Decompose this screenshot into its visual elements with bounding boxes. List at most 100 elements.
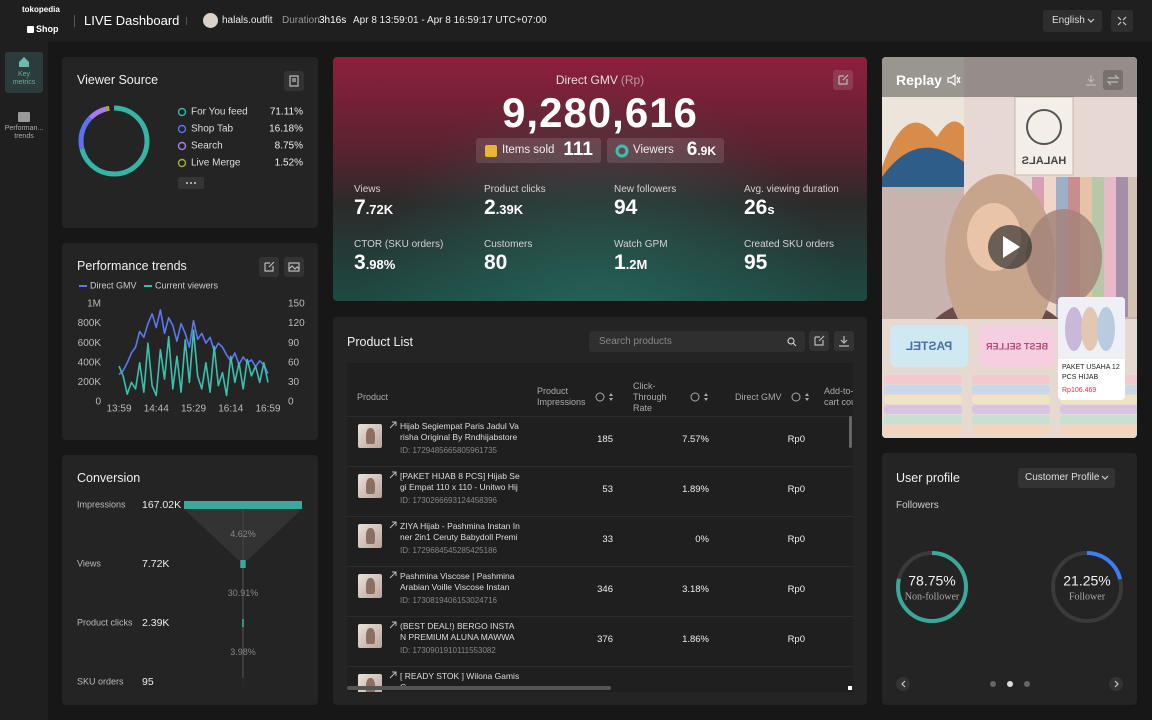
y-tick-label: 1M [87,299,101,310]
carousel-arrow[interactable] [896,677,910,691]
sticker-best [979,325,1055,367]
metric-value: 3.98% [354,251,395,275]
value-main: 26 [744,196,768,219]
column-header[interactable]: Direct GMV [735,373,795,421]
icon [1117,16,1127,26]
language-selector[interactable]: English [1043,10,1102,32]
column-header[interactable]: Product Impressions [537,373,593,421]
dot [190,182,192,184]
legend-label: For You feed [191,107,248,118]
donut-segment [78,105,150,177]
time-range: Apr 8 13:59:01 - Apr 8 16:59:17 UTC+07:0… [353,15,547,26]
profile-selector[interactable]: Customer Profile [1018,468,1115,488]
donut-segment [78,105,150,177]
v-scrollbar[interactable] [849,416,852,448]
carousel-dot[interactable] [990,681,996,687]
icon-button[interactable] [809,331,829,351]
chevron [1087,18,1095,23]
column-header[interactable]: Click-Through Rate [633,373,688,421]
product-id: ID: 1730266693124458396 [400,496,497,505]
rack-cloth [1128,177,1137,317]
icon-button[interactable] [833,70,853,90]
link-glyph [389,521,397,529]
ring-arc [1051,551,1123,623]
chart-subtitle: Followers [896,500,939,511]
legend-label: Direct GMV [90,280,137,290]
product-thumbnail [358,624,382,648]
legend-marker [177,124,187,134]
summary-chip: Items sold 111 [476,138,601,163]
help-icon [690,392,700,402]
icon-button[interactable] [259,257,279,277]
value-small: .9K [697,144,716,158]
icon-glyph [264,261,275,272]
shop-label: Shop [36,24,59,34]
cell-ctr: 3.18% [682,584,709,595]
fabric-fold [972,395,1050,404]
cell-ctr: 0% [695,534,709,545]
cell-gmv: Rp0 [787,434,805,445]
fabric-fold [884,375,962,384]
brand-logo: tokopedia [22,5,60,14]
rack-cloth [1104,177,1116,317]
chip-label: Viewers [633,144,674,156]
product-id: ID: 1730901910111553082 [400,646,496,655]
conversion-rate: 4.62% [230,529,256,539]
icon-button[interactable] [284,257,304,277]
product-card[interactable]: PAKET USAHA 12 PCS HIJAB BELL... Rp106.46… [1058,297,1125,400]
search-box[interactable]: Search products [589,331,805,352]
cell-impressions: 376 [597,634,613,645]
ring-chart: 78.75% Non-follower 21.25% Follower [896,551,1123,687]
y2-tick-label: 0 [288,397,294,408]
performance-trends-panel: Performance trends Direct GMV Current view… [62,243,318,440]
nav-icon [19,57,29,67]
series-line [118,309,269,376]
product-id: ID: 1730819406153024716 [400,596,497,605]
metric-value: 94 [614,196,637,220]
panel-title: User profile [896,471,960,485]
metric-value: 1.2M [614,251,647,275]
value-small: .2M [625,257,648,272]
account-name: halals.outfit [222,15,273,26]
bag-glyph [485,145,497,157]
value-main: 6 [686,139,698,160]
metric-label: Customers [484,239,533,250]
h-scrollbar[interactable] [347,686,611,690]
stage-value: 95 [142,676,154,688]
x-tick-label: 14:44 [144,404,169,415]
link-glyph [389,671,397,679]
more-button[interactable] [178,177,204,189]
table: Product Product Impressions Click-Through … [347,363,853,692]
gmv-title-text: Direct GMV [555,73,618,87]
icon-button[interactable] [1081,70,1101,90]
icon-button[interactable] [1103,70,1123,90]
nav-item[interactable]: Performan... trends [2,108,46,148]
conversion-panel: Conversion Impressions 167.02K Views 7.72K Pr… [62,455,318,705]
thumbnail-figure [366,478,375,494]
fullscreen-button[interactable] [1111,10,1133,32]
y-tick-label: 0 [95,397,101,408]
carousel-arrow[interactable] [1109,677,1123,691]
funnel-chart: Impressions 167.02K Views 7.72K Product clic… [77,499,302,688]
icon [814,335,825,346]
handle [792,342,797,347]
divider [186,17,187,25]
icon-button[interactable] [284,71,304,91]
nav-item-active[interactable]: Key metrics [5,52,43,93]
donut-chart: For You feed 71.11% Shop Tab 16.18% Search 8.… [78,105,303,177]
column-header[interactable]: Add-to-cart count [824,373,853,421]
carousel-dot[interactable] [1024,681,1030,687]
carousel-dot[interactable] [1007,681,1013,687]
home-glyph [19,57,29,67]
funnel-bar [242,619,244,627]
column-header-text: Click-Through Rate [633,380,667,413]
icon-button[interactable] [834,331,854,351]
model-figure [1065,307,1083,351]
icon [1106,74,1120,86]
search-placeholder: Search products [599,336,672,347]
chip-label: Items sold [502,144,555,156]
metric-value: 26s [744,196,775,220]
cell-gmv: Rp0 [787,534,805,545]
funnel-bar [184,501,302,509]
